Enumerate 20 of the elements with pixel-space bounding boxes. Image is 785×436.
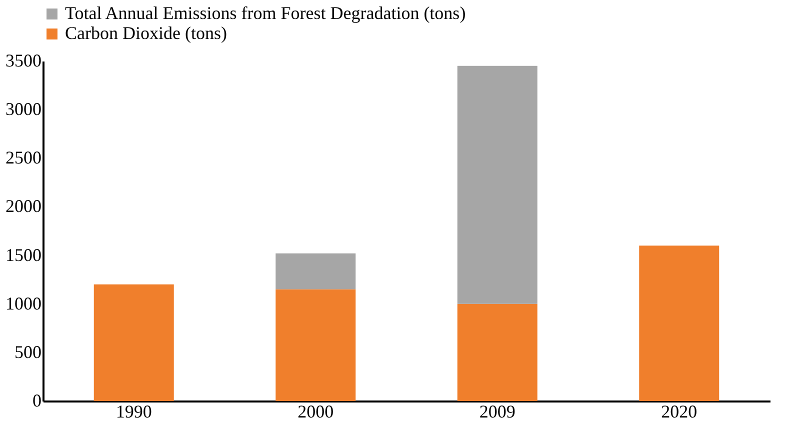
bar: [94, 284, 174, 401]
y-tick-label: 0: [32, 390, 42, 410]
y-tick-label: 1500: [6, 244, 42, 265]
legend-label: Carbon Dioxide (tons): [65, 23, 227, 43]
x-tick-label: 2000: [298, 402, 334, 422]
y-tick-label: 3500: [6, 50, 42, 70]
y-tick-label: 500: [14, 342, 42, 362]
y-tick-label: 2500: [6, 148, 42, 168]
x-tick-label: 2009: [479, 402, 516, 422]
bar: [457, 66, 538, 304]
x-tick-label: 2020: [661, 402, 698, 422]
bar: [276, 253, 356, 290]
legend-label: Total Annual Emissions from Forest Degradation (tons): [65, 3, 466, 23]
bar: [639, 246, 720, 401]
y-tick-label: 3000: [6, 99, 42, 120]
bar: [457, 304, 538, 401]
y-tick-label: 2000: [6, 196, 42, 216]
y-tick-label: 1000: [6, 293, 42, 314]
x-tick-label: 1990: [116, 402, 152, 422]
bar: [276, 289, 356, 401]
